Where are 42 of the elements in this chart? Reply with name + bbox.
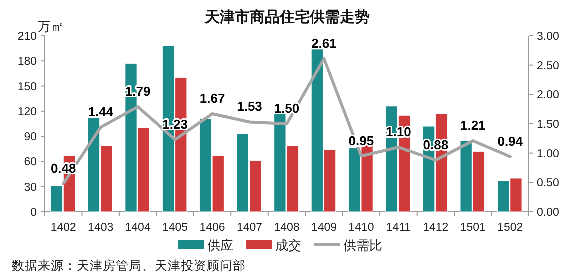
y-tick-label: 180 [18, 56, 37, 68]
y2-tick-label: 0.00 [537, 207, 560, 219]
y-tick-label: 60 [24, 156, 37, 169]
source-note: 数据来源：天津房管局、天津投资顾问部 [12, 258, 246, 273]
x-tick-label: 1404 [125, 222, 152, 234]
y-tick-label: 90 [24, 132, 37, 144]
data-label: 1.67 [200, 91, 226, 106]
legend-label: 成交 [276, 238, 302, 253]
data-label: 0.95 [348, 133, 374, 148]
x-tick-label: 1410 [348, 222, 374, 234]
y-tick-label: 150 [18, 81, 37, 94]
x-tick-label: 1501 [460, 222, 486, 234]
y-tick-label: 120 [18, 106, 37, 118]
y-tick-label: 30 [24, 182, 37, 194]
y2-tick-label: 2.50 [537, 60, 560, 72]
x-tick-label: 1405 [162, 222, 188, 234]
data-label: 1.50 [274, 101, 300, 116]
x-tick-label: 1502 [498, 222, 524, 234]
legend-label: 供应 [208, 238, 234, 253]
x-tick-label: 1406 [200, 222, 226, 234]
y2-tick-label: 1.00 [537, 148, 560, 160]
y2-tick-label: 2.00 [537, 90, 560, 102]
y-axis-title: 万㎡ [38, 19, 64, 34]
data-label: 1.21 [460, 118, 486, 134]
data-label: 1.44 [88, 104, 114, 120]
data-label: 0.94 [498, 134, 524, 149]
x-tick-label: 1409 [311, 222, 338, 234]
x-tick-label: 1402 [50, 222, 76, 234]
y2-tick-label: 1.50 [537, 119, 560, 131]
y2-tick-label: 0.50 [537, 178, 560, 190]
x-tick-label: 1403 [88, 222, 114, 234]
data-label: 1.53 [237, 99, 262, 114]
data-label: 2.61 [312, 36, 337, 51]
x-tick-label: 1412 [423, 222, 449, 234]
x-tick-label: 1407 [236, 222, 263, 234]
x-tick-label: 1411 [386, 222, 412, 234]
chart-title: 天津市商品住宅供需走势 [204, 8, 370, 26]
x-tick-label: 1408 [274, 222, 300, 234]
y-tick-label: 210 [18, 31, 37, 43]
y2-tick-label: 3.00 [537, 31, 560, 43]
legend-label: 供需比 [344, 238, 382, 253]
y-tick-label: 0 [30, 207, 37, 219]
